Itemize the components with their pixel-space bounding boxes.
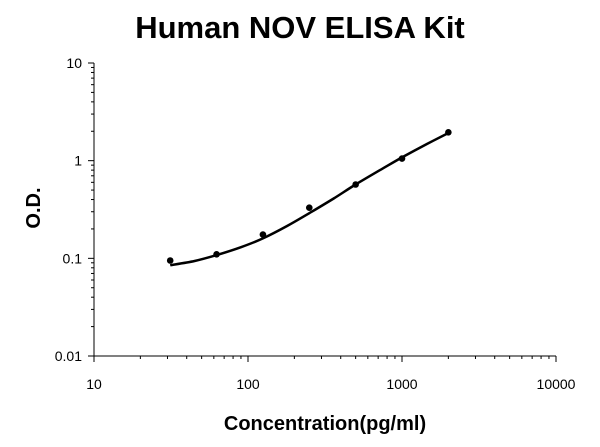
chart-title: Human NOV ELISA Kit	[135, 10, 465, 45]
x-tick-label: 1000	[386, 376, 417, 392]
data-point	[259, 231, 267, 238]
y-tick-label: 0.1	[63, 250, 83, 266]
data-point	[398, 155, 406, 162]
x-tick-label: 100	[236, 376, 260, 392]
data-point	[213, 250, 220, 258]
data-point	[352, 181, 359, 188]
y-tick-label: 1	[74, 153, 82, 169]
plot-area	[88, 62, 557, 362]
x-tick-labels: 10 100 1000 10000	[86, 376, 575, 392]
y-tick-labels: 0.01 0.1 1 10	[55, 55, 82, 364]
data-point	[166, 257, 174, 264]
x-tick-label: 10	[86, 376, 102, 392]
x-tick-label: 10000	[537, 376, 576, 392]
fit-curve	[169, 131, 449, 267]
data-point	[445, 129, 452, 136]
y-tick-label: 0.01	[55, 348, 82, 364]
y-axis-title: O.D.	[23, 187, 45, 228]
y-tick-label: 10	[66, 55, 82, 71]
x-axis-title: Concentration(pg/ml)	[224, 413, 426, 435]
data-point	[305, 204, 313, 211]
